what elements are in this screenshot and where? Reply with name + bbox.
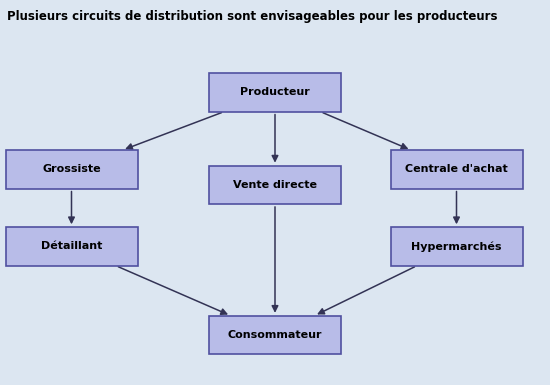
Text: Producteur: Producteur	[240, 87, 310, 97]
Text: Hypermarchés: Hypermarchés	[411, 241, 502, 252]
FancyBboxPatch shape	[390, 150, 522, 189]
FancyBboxPatch shape	[209, 166, 341, 204]
Text: Consommateur: Consommateur	[228, 330, 322, 340]
FancyBboxPatch shape	[6, 150, 138, 189]
FancyBboxPatch shape	[209, 316, 341, 354]
FancyBboxPatch shape	[6, 227, 138, 266]
FancyBboxPatch shape	[390, 227, 522, 266]
FancyBboxPatch shape	[209, 73, 341, 112]
Text: Plusieurs circuits de distribution sont envisageables pour les producteurs: Plusieurs circuits de distribution sont …	[7, 10, 497, 23]
Text: Vente directe: Vente directe	[233, 180, 317, 190]
Text: Détaillant: Détaillant	[41, 241, 102, 251]
Text: Grossiste: Grossiste	[42, 164, 101, 174]
Text: Centrale d'achat: Centrale d'achat	[405, 164, 508, 174]
